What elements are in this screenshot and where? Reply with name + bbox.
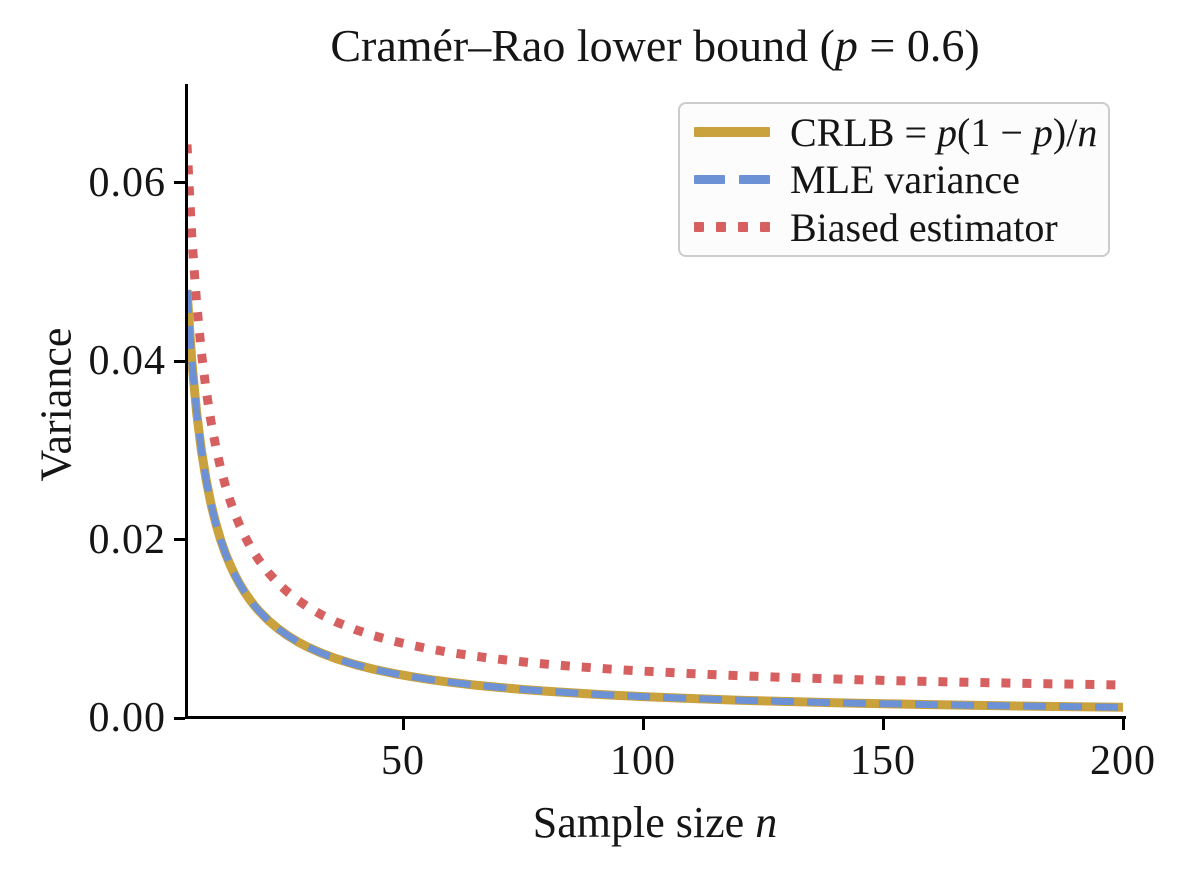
- x-tick-label: 200: [1090, 738, 1156, 784]
- legend-label-math: p: [937, 109, 958, 155]
- legend-line-segment: [738, 222, 748, 232]
- y-tick-mark: [174, 716, 185, 720]
- legend-line-segment: [694, 127, 770, 137]
- x-tick-label: 50: [381, 738, 425, 784]
- legend-label-text: CRLB =: [790, 109, 938, 155]
- legend-line-segment: [716, 222, 726, 232]
- legend-label-mle: MLE variance: [790, 156, 1020, 203]
- legend-line-segment: [694, 222, 704, 232]
- legend-line-segment: [760, 222, 770, 232]
- legend-line-sample-solid: [694, 127, 770, 137]
- y-tick-mark: [174, 359, 185, 363]
- x-tick-mark: [881, 719, 885, 730]
- curve-biased: [187, 144, 1123, 690]
- legend-label-math: n: [1077, 109, 1098, 155]
- y-tick-mark: [174, 538, 185, 542]
- y-tick-label: 0.06: [88, 159, 166, 206]
- legend-item-mle: MLE variance: [694, 156, 1094, 203]
- y-tick-mark: [174, 181, 185, 185]
- curves-svg: [187, 144, 1123, 712]
- y-tick-label: 0.04: [88, 338, 166, 385]
- legend-label-text: Biased estimator: [790, 204, 1058, 250]
- legend-item-biased: Biased estimator: [694, 204, 1094, 251]
- x-axis-label-math-n: n: [755, 798, 778, 847]
- legend-label-biased: Biased estimator: [790, 204, 1058, 251]
- legend-line-sample-dashed: [694, 175, 770, 184]
- y-tick-label: 0.02: [88, 516, 166, 563]
- legend-line-sample-dotted: [694, 222, 770, 232]
- legend-line-segment: [739, 175, 770, 184]
- plot-area: [187, 84, 1123, 718]
- chart-title-math-p: p: [834, 20, 858, 71]
- legend-label-math: p: [1032, 109, 1053, 155]
- legend-label-text: MLE variance: [790, 157, 1020, 202]
- y-tick-label: 0.00: [88, 695, 166, 741]
- legend-line-segment: [694, 175, 725, 184]
- chart-title-suffix: = 0.6): [857, 20, 980, 71]
- y-axis-spine: [185, 84, 188, 719]
- legend-label-text: )/: [1052, 109, 1078, 155]
- legend: CRLB = p(1 − p)/n MLE variance Biased esti…: [678, 102, 1110, 257]
- x-tick-label: 150: [850, 738, 916, 784]
- curve-mle: [187, 289, 1123, 711]
- y-axis-label: Variance: [31, 327, 81, 482]
- chart-title-text: Cramér–Rao lower bound (: [330, 20, 835, 71]
- x-axis-label-text: Sample size: [532, 798, 756, 847]
- x-tick-label: 100: [610, 738, 676, 784]
- x-tick-mark: [401, 719, 405, 730]
- curve-crlb: [187, 289, 1123, 712]
- x-tick-mark: [641, 719, 645, 730]
- x-tick-mark: [1121, 719, 1125, 730]
- x-axis-spine: [185, 716, 1126, 719]
- legend-label-crlb: CRLB = p(1 − p)/n: [790, 109, 1097, 156]
- legend-item-crlb: CRLB = p(1 − p)/n: [694, 109, 1097, 156]
- x-axis-label: Sample size n: [187, 797, 1123, 848]
- chart-title: Cramér–Rao lower bound (p = 0.6): [187, 19, 1123, 72]
- legend-label-text: (1 −: [957, 109, 1033, 155]
